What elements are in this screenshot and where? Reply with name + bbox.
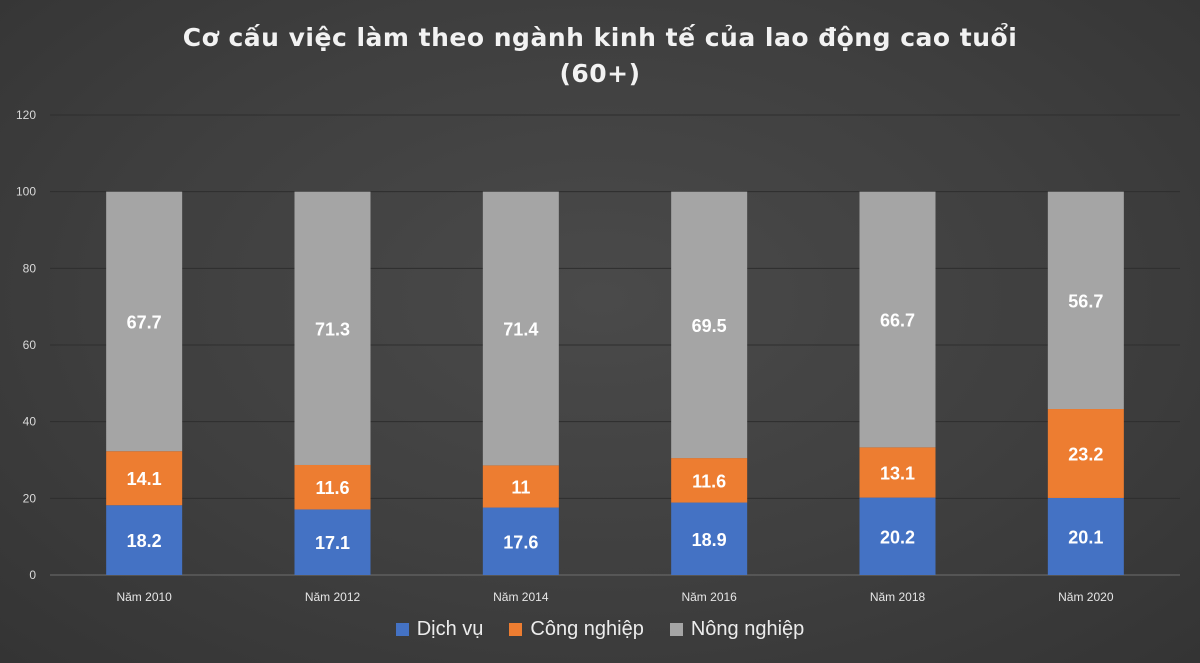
data-label-nong-nghiep: 66.7	[880, 311, 915, 331]
bar-segment-nong-nghiep	[106, 191, 183, 452]
bar-segment-dich-vu	[106, 505, 183, 575]
y-tick-label: 100	[16, 185, 36, 199]
bar-segment-cong-nghiep	[294, 464, 371, 510]
data-label-cong-nghiep: 23.2	[1068, 444, 1103, 464]
legend: Dịch vụ Công nghiệp Nông nghiệp	[0, 618, 1200, 641]
legend-label: Công nghiệp	[530, 618, 644, 640]
data-label-cong-nghiep: 11.6	[692, 471, 726, 491]
legend-swatch	[669, 623, 683, 636]
legend-label: Dịch vụ	[416, 618, 484, 640]
bar-segment-nong-nghiep	[859, 191, 936, 448]
chart-title-line-1: Cơ cấu việc làm theo ngành kinh tế của l…	[182, 23, 1018, 52]
y-tick-label: 80	[23, 261, 37, 275]
x-tick-label: Năm 2010	[116, 590, 172, 604]
chart-title-line-2: (60+)	[559, 59, 641, 88]
x-tick-label: Năm 2018	[870, 590, 926, 604]
bar-segment-dich-vu	[294, 509, 371, 575]
x-tick-label: Năm 2016	[681, 590, 737, 604]
data-label-nong-nghiep: 71.3	[315, 319, 350, 339]
x-tick-label: Năm 2020	[1058, 590, 1114, 604]
data-label-dich-vu: 17.1	[315, 533, 350, 553]
data-label-dich-vu: 17.6	[503, 532, 538, 552]
legend-item: Dịch vụ	[395, 618, 484, 641]
data-label-dich-vu: 18.2	[127, 531, 162, 551]
data-label-nong-nghiep: 56.7	[1068, 291, 1103, 311]
bar-segment-cong-nghiep	[482, 465, 559, 508]
bar-segment-nong-nghiep	[1047, 191, 1124, 410]
x-tick-label: Năm 2012	[305, 590, 361, 604]
y-tick-label: 40	[23, 415, 37, 429]
data-label-cong-nghiep: 11.6	[315, 478, 349, 498]
y-tick-label: 20	[23, 491, 37, 505]
data-label-nong-nghiep: 67.7	[127, 312, 162, 332]
bar-segment-nong-nghiep	[294, 191, 371, 465]
bar-segment-dich-vu	[482, 507, 559, 575]
bar-segment-cong-nghiep	[106, 451, 183, 506]
bar-segment-cong-nghiep	[1047, 409, 1124, 498]
legend-item: Công nghiệp	[509, 618, 644, 641]
bar-segment-nong-nghiep	[671, 191, 748, 459]
bar-segment-cong-nghiep	[859, 447, 936, 498]
y-tick-label: 60	[23, 338, 37, 352]
data-label-nong-nghiep: 69.5	[692, 316, 727, 336]
data-label-dich-vu: 20.1	[1068, 527, 1103, 547]
data-label-dich-vu: 20.2	[880, 527, 915, 547]
x-tick-label: Năm 2014	[493, 590, 549, 604]
legend-swatch	[395, 623, 409, 636]
data-label-cong-nghiep: 11	[511, 477, 530, 497]
y-tick-label: 120	[16, 108, 36, 122]
data-label-nong-nghiep: 71.4	[503, 320, 538, 340]
data-label-dich-vu: 18.9	[692, 530, 727, 550]
legend-label: Nông nghiệp	[690, 618, 805, 640]
bar-segment-nong-nghiep	[482, 191, 559, 466]
legend-item: Nông nghiệp	[669, 618, 805, 641]
legend-swatch	[509, 623, 523, 636]
data-label-cong-nghiep: 13.1	[880, 463, 915, 483]
bar-segment-dich-vu	[1047, 497, 1124, 575]
bar-segment-dich-vu	[671, 502, 748, 575]
chart-title: Cơ cấu việc làm theo ngành kinh tế của l…	[0, 20, 1200, 92]
bar-segment-dich-vu	[859, 497, 936, 575]
bar-segment-cong-nghiep	[671, 458, 748, 503]
data-label-cong-nghiep: 14.1	[127, 469, 162, 489]
y-tick-label: 0	[29, 568, 36, 582]
